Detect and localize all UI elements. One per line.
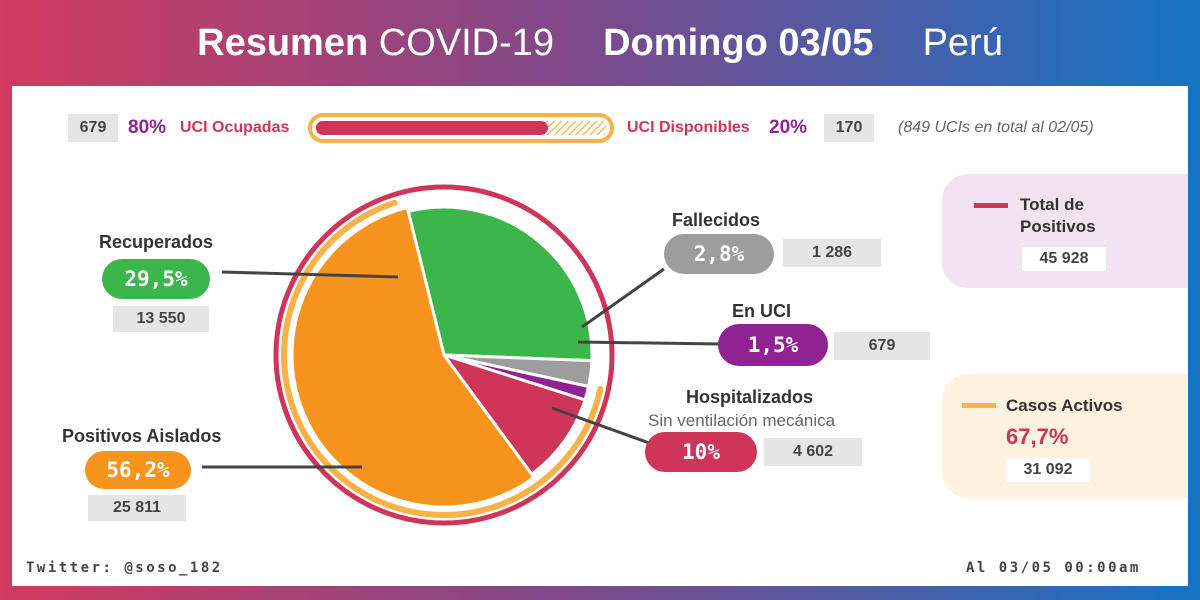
count-hospitalizados: 4 602 (764, 438, 862, 466)
pct-fallecidos: 2,8% (664, 234, 774, 274)
active-value: 31 092 (1006, 458, 1090, 482)
label-fallecidos: Fallecidos (672, 210, 761, 230)
pie-chart (202, 184, 721, 526)
card-casos-activos: Casos Activos 67,7% 31 092 (942, 374, 1188, 498)
label-en-uci: En UCI (732, 301, 792, 321)
title-country: Perú (922, 22, 1003, 64)
card-total-positivos: Total de Positivos 45 928 (942, 174, 1188, 288)
label-aislados: Positivos Aislados (62, 426, 222, 446)
total-value: 45 928 (1022, 247, 1106, 271)
leader-en-uci (577, 340, 721, 346)
count-aislados: 25 811 (88, 495, 186, 521)
title-date: Domingo 03/05 (603, 22, 874, 64)
active-cases-arc (281, 199, 604, 518)
uci-occupied-label: UCI Ocupadas (180, 119, 290, 136)
pie-outer-ring (273, 184, 615, 526)
label-hospitalizados: Hospitalizados (686, 387, 814, 407)
page-title: Resumen COVID-19 Domingo 03/05 Perú (0, 22, 1200, 65)
uci-occupied-count: 679 (68, 114, 118, 142)
pct-recuperados: 29,5% (102, 259, 210, 299)
main-panel: 679 80% UCI Ocupadas UCI Disponibles 20%… (12, 86, 1188, 586)
uci-occupied-pct: 80% (128, 117, 167, 138)
pie-slice-aislados (290, 205, 537, 509)
pct-aislados: 56,2% (85, 451, 191, 489)
total-label: Total de Positivos (1020, 195, 1096, 236)
pct-en-uci: 1,5% (718, 324, 828, 366)
sublabel-hospitalizados: Sin ventilación mecánica (648, 411, 836, 430)
count-fallecidos: 1 286 (783, 239, 881, 267)
pct-hospitalizados: 10% (645, 432, 757, 472)
footer-credit: Twitter: @soso_182 (26, 560, 223, 576)
pie-slice-hospitalizados (440, 352, 587, 477)
uci-bar-occupied (316, 121, 548, 135)
uci-available-label: UCI Disponibles (627, 119, 750, 136)
count-en-uci: 679 (834, 332, 930, 360)
leader-fallecidos (581, 267, 665, 329)
active-pct: 67,7% (1006, 424, 1069, 449)
leader-recuperados (221, 270, 399, 279)
pie-slice-recuperados (406, 205, 594, 363)
footer-timestamp: Al 03/05 00:00am (966, 560, 1141, 576)
leader-hospitalizados (551, 406, 653, 446)
uci-total-note: (849 UCIs en total al 02/05) (898, 119, 1094, 136)
count-recuperados: 13 550 (113, 306, 209, 332)
title-light: COVID-19 (378, 22, 555, 64)
title-bold: Resumen (197, 22, 369, 64)
active-legend-swatch (962, 403, 996, 408)
total-legend-swatch (974, 203, 1008, 208)
uci-progress-bar (308, 113, 614, 143)
label-recuperados: Recuperados (99, 232, 214, 252)
uci-available-pct: 20% (769, 117, 808, 138)
active-label: Casos Activos (1006, 396, 1123, 415)
uci-available-count: 170 (824, 114, 874, 142)
